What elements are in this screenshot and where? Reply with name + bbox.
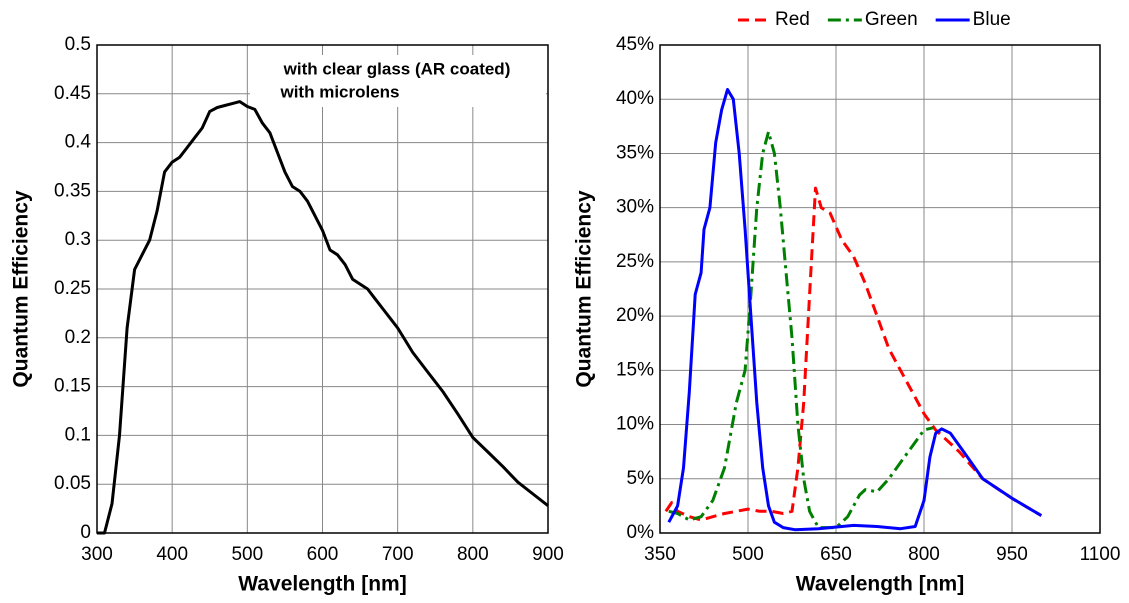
- x-tick-label: 950: [996, 544, 1028, 565]
- y-tick-label: 0.1: [65, 424, 91, 445]
- data-line: [668, 130, 934, 530]
- data-line: [667, 88, 1043, 532]
- legend-label: Green: [865, 9, 918, 30]
- y-tick-label: 30%: [616, 197, 654, 218]
- y-tick-label: 20%: [616, 305, 654, 326]
- annotation: with clear glass (AR coated): [283, 59, 511, 78]
- y-axis-title: Quantum Efficiency: [10, 190, 33, 388]
- y-tick-label: 45%: [616, 34, 654, 55]
- x-tick-label: 500: [231, 544, 263, 565]
- x-tick-label: 350: [644, 544, 676, 565]
- plot-frame: [659, 44, 1101, 534]
- x-axis-title: Wavelength [nm]: [238, 573, 406, 596]
- y-tick-label: 25%: [616, 251, 654, 272]
- y-axis-title: Quantum Efficiency: [573, 190, 596, 388]
- data-line: [97, 100, 549, 535]
- y-tick-label: 0.3: [65, 229, 91, 250]
- y-tick-label: 0%: [627, 522, 655, 543]
- y-tick-label: 0.25: [54, 278, 91, 299]
- x-tick-label: 500: [732, 544, 764, 565]
- data-line: [664, 186, 1043, 522]
- y-tick-label: 0: [80, 522, 91, 543]
- y-tick-label: 0.2: [65, 327, 91, 348]
- y-tick-label: 0.05: [54, 473, 91, 494]
- y-tick-label: 35%: [616, 142, 654, 163]
- x-tick-label: 1100: [1080, 544, 1121, 565]
- x-tick-label: 700: [382, 544, 414, 565]
- y-tick-label: 0.15: [54, 376, 91, 397]
- legend-label: Red: [775, 9, 810, 30]
- y-tick-label: 5%: [627, 468, 655, 489]
- x-tick-label: 600: [307, 544, 339, 565]
- y-tick-label: 0.5: [65, 34, 91, 55]
- x-tick-label: 300: [81, 544, 113, 565]
- x-tick-label: 800: [457, 544, 489, 565]
- y-tick-label: 0.4: [65, 132, 92, 153]
- y-tick-label: 10%: [616, 414, 654, 435]
- x-tick-label: 900: [532, 544, 564, 565]
- plot-frame: [96, 44, 549, 534]
- annotation: with microlens: [279, 82, 399, 101]
- x-tick-label: 650: [820, 544, 852, 565]
- x-tick-label: 800: [908, 544, 940, 565]
- y-tick-label: 0.35: [54, 180, 91, 201]
- legend-label: Blue: [973, 9, 1011, 30]
- annotation-box: [250, 55, 546, 107]
- x-tick-label: 400: [156, 544, 188, 565]
- x-axis-title: Wavelength [nm]: [796, 573, 964, 596]
- y-tick-label: 15%: [616, 359, 654, 380]
- y-tick-label: 40%: [616, 88, 654, 109]
- y-tick-label: 0.45: [54, 83, 91, 104]
